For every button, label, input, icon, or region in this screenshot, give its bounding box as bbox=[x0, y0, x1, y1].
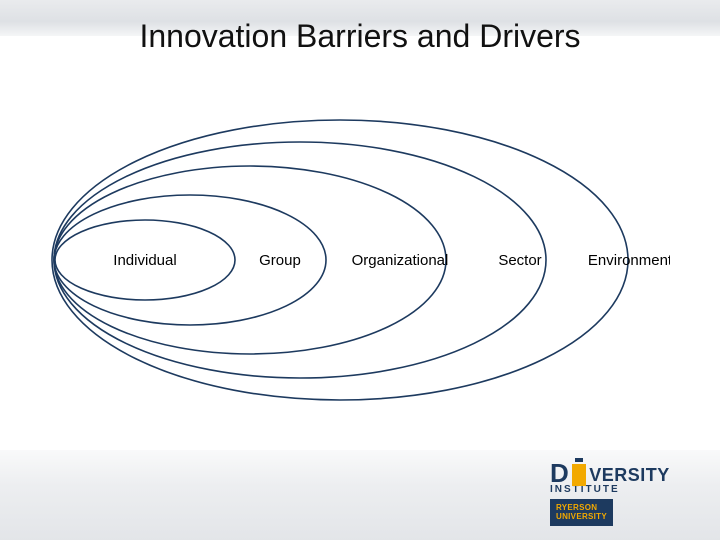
ryerson-badge: RYERSON UNIVERSITY bbox=[550, 499, 613, 526]
diversity-logo: D VERSITY bbox=[550, 460, 700, 486]
logo-text-versity: VERSITY bbox=[589, 465, 670, 486]
ellipse-label-environment: Environment bbox=[588, 252, 670, 269]
slide-title: Innovation Barriers and Drivers bbox=[0, 18, 720, 55]
footer-logo-block: DVERSITY INSTITUTE RYERSON UNIVERSITY bbox=[550, 460, 700, 526]
slide: Innovation Barriers and Drivers Environm… bbox=[0, 0, 720, 540]
ellipse-label-sector: Sector bbox=[498, 252, 541, 269]
ryerson-line1: RYERSON bbox=[556, 503, 597, 512]
ellipse-label-group: Group bbox=[259, 252, 301, 269]
logo-letter-d: D bbox=[550, 460, 569, 486]
ryerson-line2: UNIVERSITY bbox=[556, 512, 607, 521]
ellipse-label-individual: Individual bbox=[113, 252, 176, 269]
diagram-svg: Environment Sector Organizational Group Indi… bbox=[50, 110, 670, 410]
logo-i-icon bbox=[572, 464, 586, 486]
nested-ellipse-diagram: Environment Sector Organizational Group Indi… bbox=[50, 110, 670, 410]
ellipse-label-organizational: Organizational bbox=[352, 252, 449, 269]
